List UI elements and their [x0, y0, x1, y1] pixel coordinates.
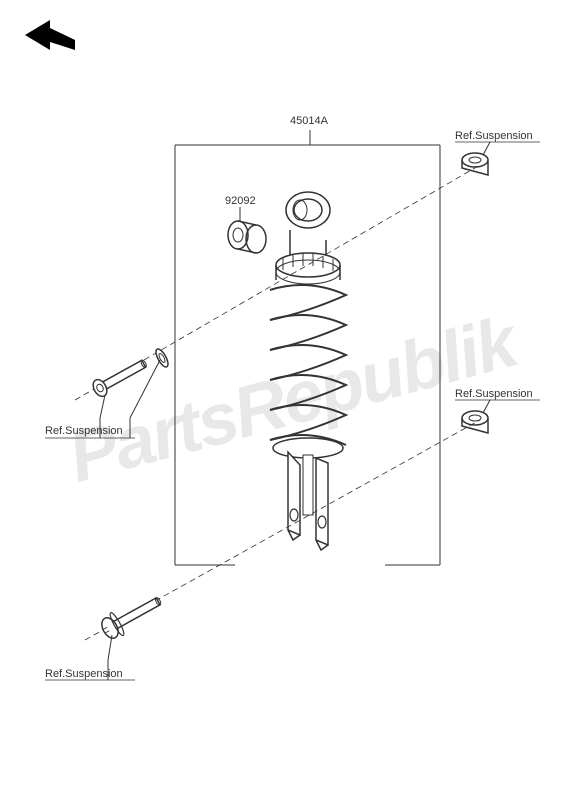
label-ref-suspension-1: Ref.Suspension [45, 425, 123, 437]
label-ref-suspension-3: Ref.Suspension [455, 388, 533, 400]
label-ref-suspension-2: Ref.Suspension [455, 130, 533, 142]
label-ref-suspension-4: Ref.Suspension [45, 668, 123, 680]
label-main-part: 45014A [290, 115, 328, 127]
parts-diagram: PartsRepublik [0, 0, 584, 800]
label-bushing: 92092 [225, 195, 256, 207]
